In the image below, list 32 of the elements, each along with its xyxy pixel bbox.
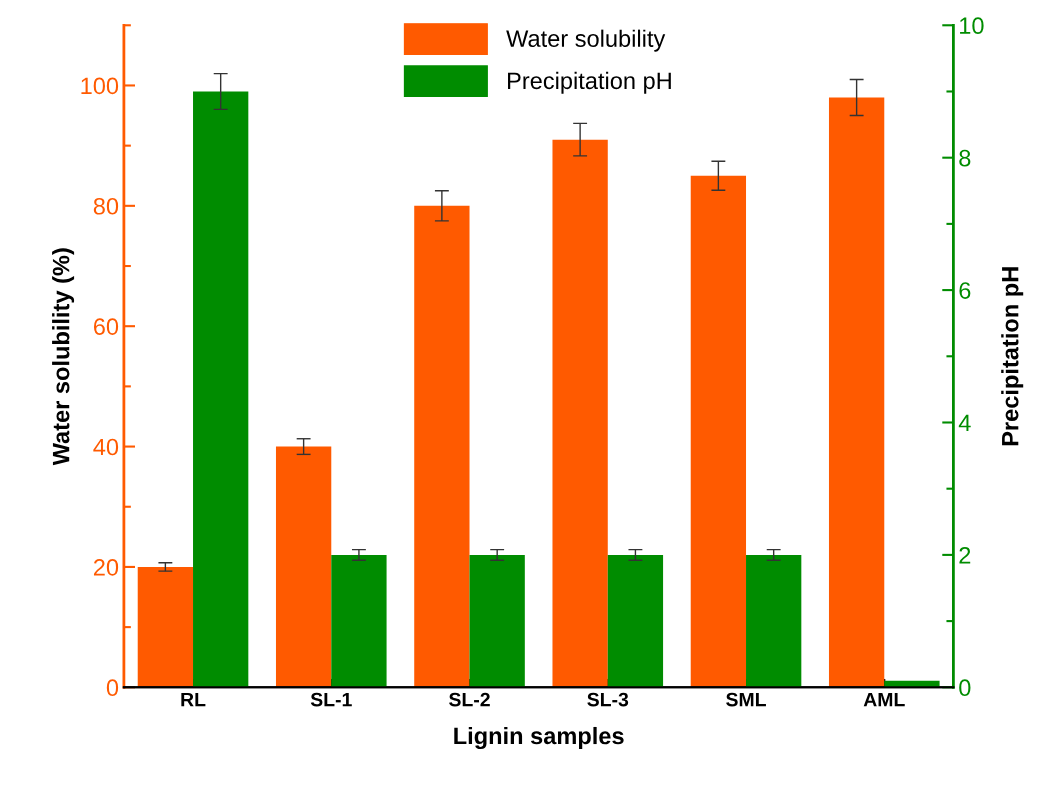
y-tick-label: 80 bbox=[93, 197, 119, 215]
bar bbox=[137, 566, 194, 688]
bar bbox=[414, 205, 470, 688]
y-tick-label: 60 bbox=[93, 318, 119, 335]
y2-tick-label: 8 bbox=[959, 149, 971, 167]
y2-tick-label: 0 bbox=[959, 679, 971, 697]
bar bbox=[552, 139, 608, 688]
legend-label: Water solubility bbox=[506, 29, 666, 52]
y-tick-label: 0 bbox=[106, 679, 119, 697]
x-tick-label: SML bbox=[726, 692, 766, 707]
y-tick-label: 20 bbox=[93, 559, 119, 576]
y-tick-label: 40 bbox=[93, 438, 119, 456]
x-tick-label: SL-3 bbox=[587, 692, 629, 707]
y2-tick-label: 6 bbox=[959, 282, 971, 299]
x-tick-label: AML bbox=[863, 692, 905, 707]
y2-tick-label: 2 bbox=[959, 546, 971, 564]
y2-axis-title: Precipitation pH bbox=[1001, 267, 1024, 446]
legend-label: Precipitation pH bbox=[508, 71, 671, 94]
x-tick-label: SL-2 bbox=[449, 692, 490, 707]
bar bbox=[746, 554, 802, 688]
x-axis-title: Lignin samples bbox=[454, 726, 624, 750]
bar bbox=[469, 554, 525, 688]
x-tick-label: RL bbox=[181, 692, 206, 707]
bar bbox=[690, 175, 747, 688]
bar bbox=[828, 97, 885, 688]
bar bbox=[193, 91, 249, 688]
bar bbox=[607, 554, 664, 688]
y2-tick-label: 4 bbox=[958, 414, 971, 432]
y2-tick-label: 10 bbox=[960, 17, 984, 35]
y-axis-title: Water solubility (%) bbox=[52, 248, 75, 466]
y-tick-label: 100 bbox=[81, 77, 119, 95]
x-tick-label: SL-1 bbox=[310, 692, 352, 707]
